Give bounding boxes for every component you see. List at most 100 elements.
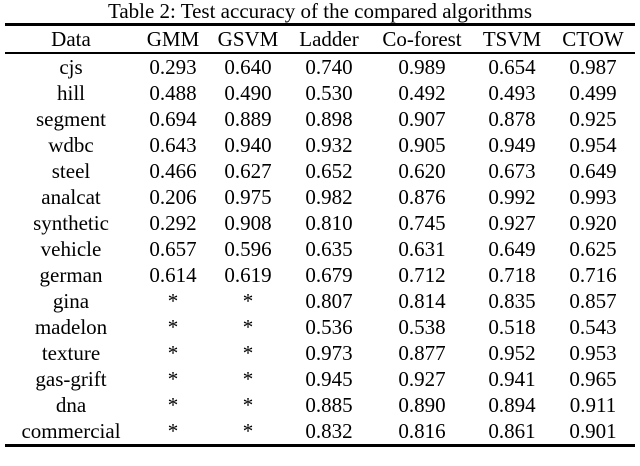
row-label: gas-grift [35, 367, 107, 391]
cell-value: * [242, 315, 254, 339]
table-row: cjs 0.293 0.640 0.740 0.989 0.654 0.987 [5, 53, 635, 80]
cell-value: 0.619 [224, 263, 272, 287]
cell-value: 0.953 [569, 341, 617, 365]
cell-value: 0.538 [398, 315, 446, 339]
row-label: wdbc [48, 133, 94, 157]
results-table: Data GMM GSVM Ladder Co-forest TSVM CTOW… [5, 23, 635, 447]
cell-value: 0.973 [305, 341, 353, 365]
cell-value: 0.530 [305, 81, 353, 105]
cell-value: 0.940 [224, 133, 272, 157]
table-row: wdbc 0.643 0.940 0.932 0.905 0.949 0.954 [5, 132, 635, 158]
row-label: segment [36, 107, 106, 131]
row-label: texture [41, 341, 101, 365]
col-header-gmm: GMM [146, 27, 200, 51]
table-row: madelon * * 0.536 0.538 0.518 0.543 [5, 314, 635, 340]
col-header-gsvm: GSVM [217, 27, 279, 51]
cell-value: 0.992 [488, 185, 536, 209]
cell-value: 0.466 [149, 159, 197, 183]
cell-value: 0.876 [398, 185, 446, 209]
cell-value: 0.718 [488, 263, 536, 287]
cell-value: 0.293 [149, 55, 197, 79]
cell-value: 0.640 [224, 55, 272, 79]
row-label: cjs [59, 55, 83, 79]
table-row: gas-grift * * 0.945 0.927 0.941 0.965 [5, 366, 635, 392]
table-row: texture * * 0.973 0.877 0.952 0.953 [5, 340, 635, 366]
table-row: synthetic 0.292 0.908 0.810 0.745 0.927 0.920 [5, 210, 635, 236]
row-label: analcat [41, 185, 101, 209]
cell-value: 0.652 [305, 159, 353, 183]
table-header: Data GMM GSVM Ladder Co-forest TSVM CTOW [5, 25, 635, 53]
row-label: gina [52, 289, 90, 313]
cell-value: 0.927 [398, 367, 446, 391]
cell-value: 0.901 [569, 419, 617, 443]
cell-value: * [167, 367, 179, 391]
cell-value: 0.740 [305, 55, 353, 79]
cell-value: 0.941 [488, 367, 536, 391]
cell-value: 0.631 [398, 237, 446, 261]
cell-value: * [242, 419, 254, 443]
cell-value: * [167, 419, 179, 443]
cell-value: 0.694 [149, 107, 197, 131]
cell-value: 0.982 [305, 185, 353, 209]
cell-value: * [242, 341, 254, 365]
cell-value: 0.878 [488, 107, 536, 131]
cell-value: 0.712 [398, 263, 446, 287]
row-label: steel [51, 159, 91, 183]
cell-value: 0.911 [569, 393, 617, 417]
cell-value: * [242, 289, 254, 313]
cell-value: 0.810 [305, 211, 353, 235]
cell-value: 0.673 [488, 159, 536, 183]
cell-value: 0.877 [398, 341, 446, 365]
row-label: german [39, 263, 103, 287]
cell-value: 0.499 [569, 81, 617, 105]
table-row: gina * * 0.807 0.814 0.835 0.857 [5, 288, 635, 314]
cell-value: 0.905 [398, 133, 446, 157]
cell-value: 0.952 [488, 341, 536, 365]
cell-value: 0.835 [488, 289, 536, 313]
cell-value: 0.292 [149, 211, 197, 235]
table-row: analcat 0.206 0.975 0.982 0.876 0.992 0.993 [5, 184, 635, 210]
col-header-ladder: Ladder [299, 27, 359, 51]
cell-value: 0.989 [398, 55, 446, 79]
cell-value: * [167, 315, 179, 339]
cell-value: 0.627 [224, 159, 272, 183]
cell-value: 0.932 [305, 133, 353, 157]
cell-value: 0.649 [488, 237, 536, 261]
cell-value: * [167, 393, 179, 417]
row-label: commercial [21, 419, 121, 443]
table-row: commercial * * 0.832 0.816 0.861 0.901 [5, 418, 635, 446]
table-row: vehicle 0.657 0.596 0.635 0.631 0.649 0.625 [5, 236, 635, 262]
col-header-tsvm: TSVM [482, 27, 542, 51]
cell-value: * [167, 289, 179, 313]
cell-value: 0.679 [305, 263, 353, 287]
cell-value: 0.643 [149, 133, 197, 157]
col-header-co-forest: Co-forest [382, 27, 462, 51]
cell-value: 0.965 [569, 367, 617, 391]
cell-value: 0.954 [569, 133, 617, 157]
cell-value: 0.894 [488, 393, 536, 417]
cell-value: 0.716 [569, 263, 617, 287]
row-label: hill [56, 81, 85, 105]
cell-value: 0.807 [305, 289, 353, 313]
cell-value: * [242, 393, 254, 417]
cell-value: 0.493 [488, 81, 536, 105]
table-row: segment 0.694 0.889 0.898 0.907 0.878 0.925 [5, 106, 635, 132]
cell-value: 0.490 [224, 81, 272, 105]
cell-value: 0.945 [305, 367, 353, 391]
cell-value: 0.657 [149, 237, 197, 261]
cell-value: 0.993 [569, 185, 617, 209]
row-label: dna [55, 393, 87, 417]
table-row: german 0.614 0.619 0.679 0.712 0.718 0.716 [5, 262, 635, 288]
col-header-ctow: CTOW [562, 27, 624, 51]
cell-value: 0.949 [488, 133, 536, 157]
cell-value: 0.898 [305, 107, 353, 131]
cell-value: 0.206 [149, 185, 197, 209]
cell-value: 0.518 [488, 315, 536, 339]
cell-value: 0.889 [224, 107, 272, 131]
cell-value: 0.908 [224, 211, 272, 235]
cell-value: 0.543 [569, 315, 617, 339]
cell-value: 0.920 [569, 211, 617, 235]
cell-value: 0.745 [398, 211, 446, 235]
table-caption: Table 2: Test accuracy of the compared a… [107, 0, 533, 23]
